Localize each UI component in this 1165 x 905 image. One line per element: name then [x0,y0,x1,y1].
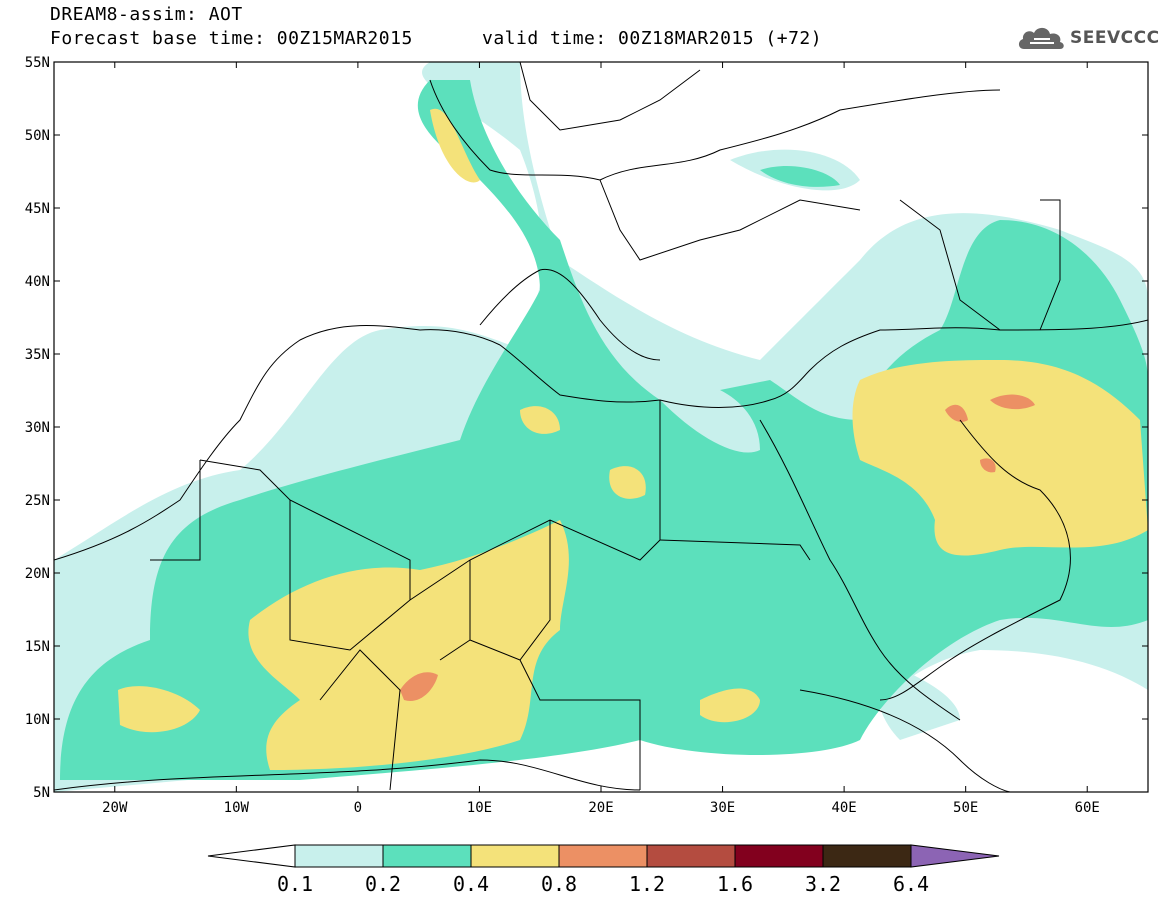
lat-tick-label: 30N [25,420,50,436]
colorbar-label: 0.8 [541,872,577,896]
colorbar-box [470,844,560,868]
colorbar-box [558,844,648,868]
lat-tick-label: 25N [25,493,50,509]
colorbar-box [294,844,384,868]
colorbar-label: 1.6 [717,872,753,896]
colorbar-box [646,844,736,868]
seevccc-logo: SEEVCCC [1016,23,1160,53]
cloud-icon [1018,27,1064,49]
lat-tick-label: 55N [25,55,50,71]
lon-tick-label: 0 [354,800,362,816]
lon-tick-label: 30E [710,800,735,816]
lon-tick-label: 20E [588,800,613,816]
colorbar-label: 0.4 [453,872,489,896]
colorbar-over-arrow [910,844,1000,868]
colorbar-label: 1.2 [629,872,665,896]
colorbar-label: 6.4 [893,872,929,896]
lat-tick-label: 15N [25,639,50,655]
colorbar-label: 0.1 [277,872,313,896]
lon-tick-label: 50E [953,800,978,816]
colorbar-box [734,844,824,868]
chart-title: DREAM8-assim: AOT [50,4,243,25]
colorbar: 0.1 0.2 0.4 0.8 1.2 1.6 3.2 6.4 [207,844,1000,896]
logo-text: SEEVCCC [1070,28,1160,48]
lon-tick-label: 60E [1075,800,1100,816]
lat-tick-label: 45N [25,201,50,217]
map-boundaries [54,62,1148,792]
lat-tick-label: 40N [25,274,50,290]
colorbar-label: 0.2 [365,872,401,896]
colorbar-box [382,844,472,868]
colorbar-box [822,844,912,868]
aot-field [54,62,1148,792]
lon-tick-label: 20W [102,800,128,816]
lat-tick-label: 20N [25,566,50,582]
valid-time: valid time: 00Z18MAR2015 (+72) [482,28,823,49]
colorbar-under-arrow [207,844,296,868]
lon-tick-label: 10W [224,800,250,816]
lat-tick-label: 50N [25,128,50,144]
lat-tick-label: 5N [33,785,50,801]
lon-tick-label: 10E [467,800,492,816]
forecast-base-time: Forecast base time: 00Z15MAR2015 [50,28,413,49]
longitude-axis: 20W 10W 0 10E 20E 30E 40E 50E 60E [102,62,1100,816]
lat-tick-label: 10N [25,712,50,728]
lon-tick-label: 40E [831,800,856,816]
lat-tick-label: 35N [25,347,50,363]
latitude-axis: 55N 50N 45N 40N 35N 30N 25N 20N 15N 10N 5N [25,55,1148,801]
colorbar-label: 3.2 [805,872,841,896]
